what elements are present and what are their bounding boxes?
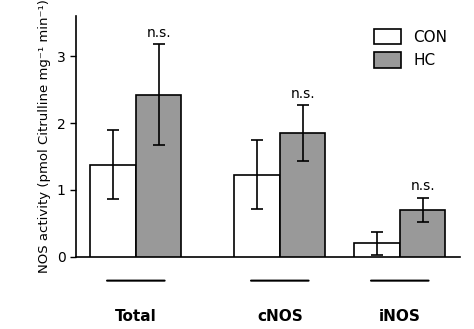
Bar: [354, 243, 400, 257]
Legend: CON, HC: CON, HC: [369, 24, 452, 73]
Bar: [280, 133, 325, 257]
Text: n.s.: n.s.: [410, 179, 435, 193]
Text: n.s.: n.s.: [146, 26, 171, 40]
Text: Total: Total: [115, 310, 157, 324]
Bar: [400, 210, 446, 257]
Text: iNOS: iNOS: [379, 310, 421, 324]
Text: n.s.: n.s.: [290, 87, 315, 100]
Bar: [234, 175, 280, 257]
Y-axis label: NOS activity (pmol Citrulline mg⁻¹ min⁻¹): NOS activity (pmol Citrulline mg⁻¹ min⁻¹…: [38, 0, 51, 273]
Bar: [136, 94, 182, 257]
Bar: [90, 164, 136, 257]
Text: cNOS: cNOS: [257, 310, 303, 324]
